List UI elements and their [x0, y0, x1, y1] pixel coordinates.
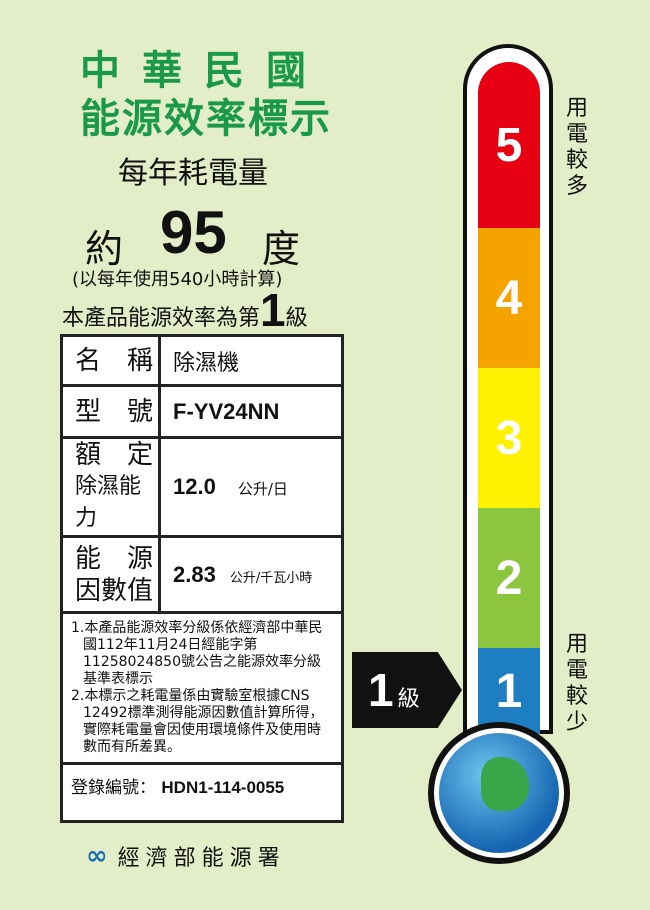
capacity-label: 額 定除濕能力 — [60, 436, 161, 538]
factor-value: 2.83 — [173, 561, 216, 587]
consumption-note: (以每年使用540小時計算) — [72, 269, 283, 290]
model-value: F-YV24NN — [158, 384, 344, 439]
level-5: 5 — [478, 62, 540, 228]
level-1: 1 — [478, 648, 540, 734]
name-label: 名 稱 — [60, 334, 161, 387]
spec-table: 名 稱除濕機 型 號 F-YV24NN 額 定除濕能力 12.0 公升/日 能 源因數… — [60, 334, 344, 823]
approx-label: 約 — [85, 227, 124, 271]
consumption-unit: 度 — [262, 227, 301, 271]
capacity-unit: 公升/日 — [237, 480, 288, 498]
footer: ∞ 經濟部能源署 — [86, 840, 286, 872]
level-4: 4 — [478, 228, 540, 368]
pointer-unit: 級 — [397, 687, 420, 712]
factor-cell: 2.83 公升/千瓦小時 — [158, 535, 344, 614]
less-usage-label: 用電較少 — [566, 632, 589, 735]
capacity-cell: 12.0 公升/日 — [158, 436, 344, 538]
notes: 1.本產品能源效率分級係依經濟部中華民國112年11月24日經能字第112580… — [60, 611, 344, 765]
level-2: 2 — [478, 508, 540, 648]
grade-prefix: 本產品能源效率為第 — [62, 306, 261, 331]
grade-statement: 本產品能源效率為第 1 級 — [62, 284, 308, 336]
factor-label: 能 源因數值 — [60, 535, 161, 614]
title-line2: 能源效率標示 — [80, 96, 332, 142]
agency-name: 經濟部能源署 — [117, 846, 286, 871]
grade-suffix: 級 — [285, 306, 308, 331]
level-3: 3 — [478, 368, 540, 508]
registration: 登錄編號： HDN1-114-0055 — [60, 762, 344, 823]
consumption-value: 95 — [160, 199, 227, 266]
factor-unit: 公升/千瓦小時 — [229, 570, 313, 586]
title-line1: 中華民國 — [80, 48, 328, 94]
note-1: 1.本產品能源效率分級係依經濟部中華民國112年11月24日經能字第112580… — [71, 620, 323, 687]
note-2: 2.本標示之耗電量係由實驗室根據CNS 12492標準測得能源因數值計算所得，實… — [71, 688, 324, 755]
more-usage-label: 用電較多 — [566, 96, 589, 199]
model-label: 型 號 — [60, 384, 161, 439]
agency-logo-icon: ∞ — [86, 841, 108, 871]
pointer-grade: 1 — [368, 664, 394, 716]
registration-label: 登錄編號： — [71, 778, 156, 798]
capacity-value: 12.0 — [173, 474, 216, 499]
name-value: 除濕機 — [158, 334, 344, 387]
annual-consumption-label: 每年耗電量 — [118, 156, 268, 191]
globe-icon — [428, 722, 570, 864]
grade-number: 1 — [260, 284, 286, 336]
registration-value: HDN1-114-0055 — [161, 778, 285, 797]
